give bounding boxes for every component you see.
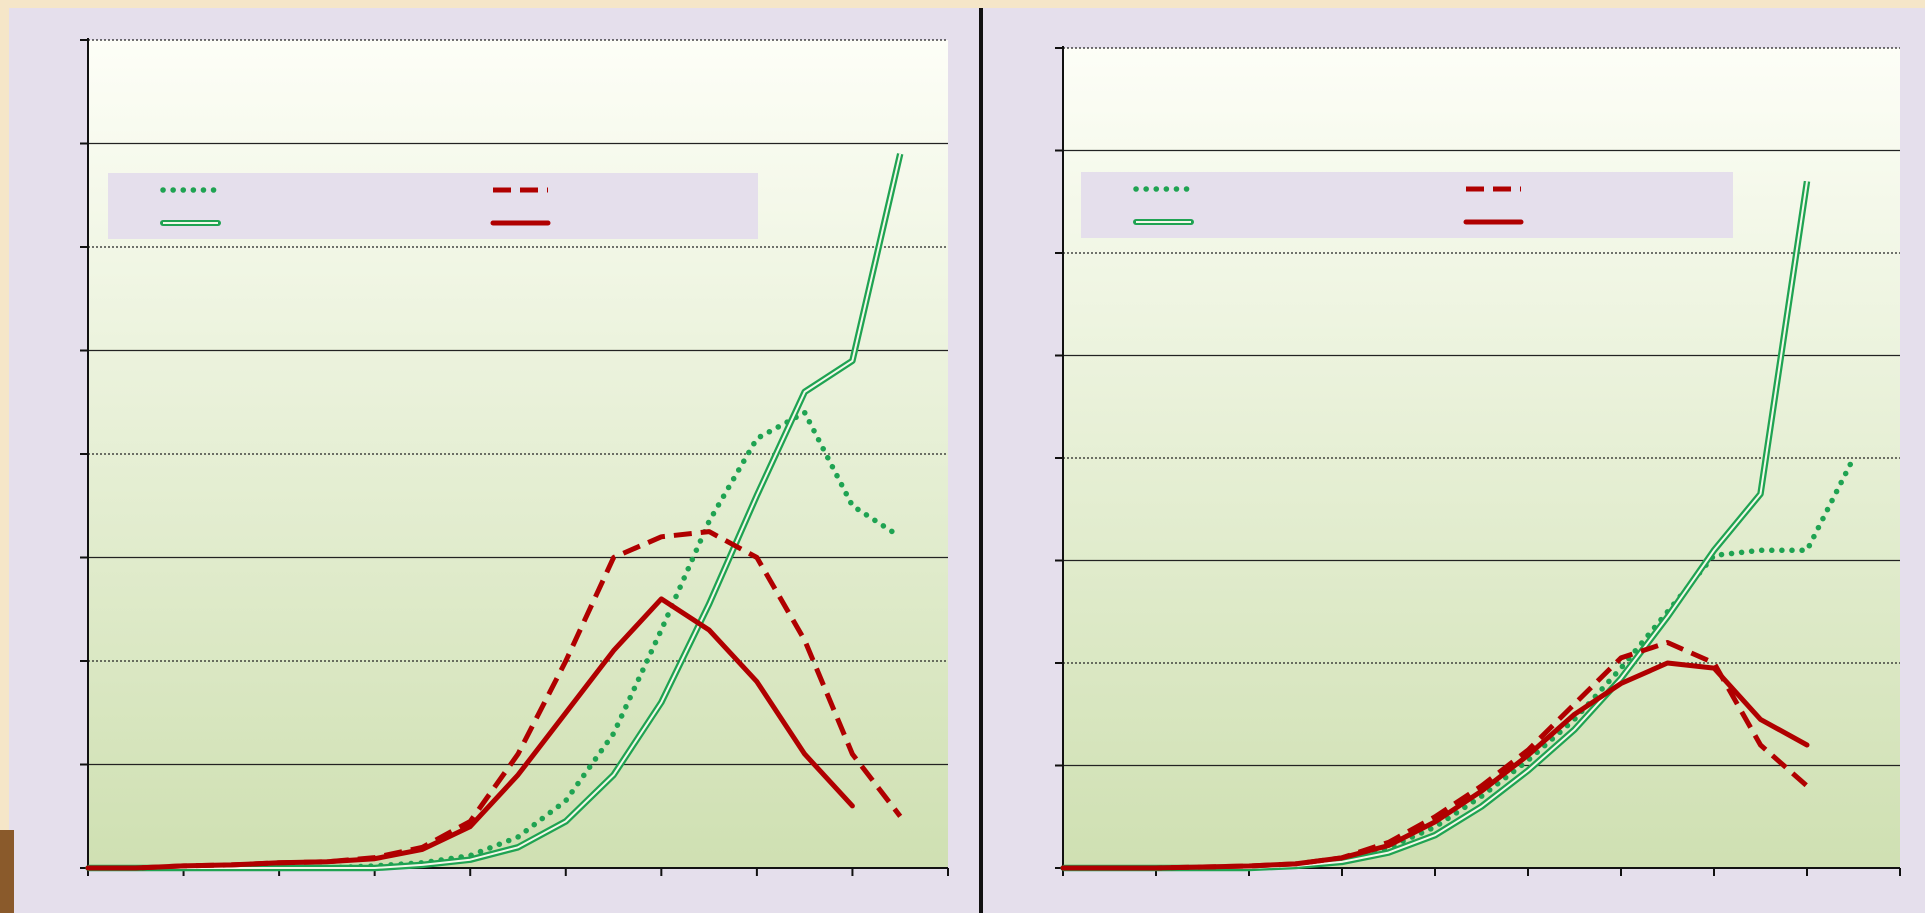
panel-divider	[979, 8, 983, 913]
legend-box	[108, 173, 758, 239]
legend-box	[1081, 172, 1733, 238]
series-line-1-inner	[88, 153, 902, 869]
corner-accent	[0, 830, 14, 913]
series-line-3	[1060, 660, 1810, 871]
series-line-3	[85, 596, 855, 871]
